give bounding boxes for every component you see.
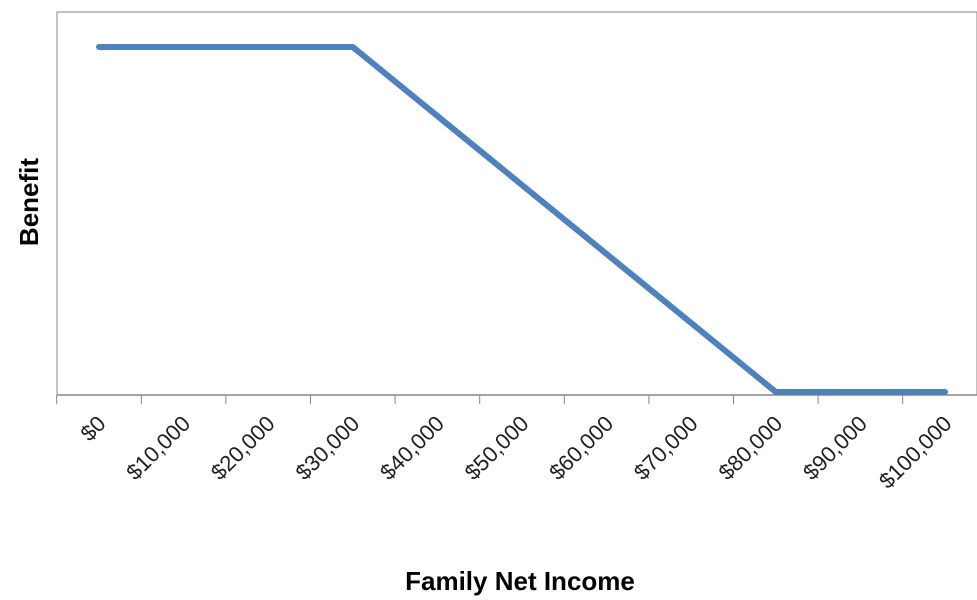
benefit-line — [96, 44, 948, 395]
x-tick-label: $0 — [76, 411, 111, 446]
x-axis-tick-labels: $0 $10,000 $20,000 $30,000 $40,000 $50,000 $60… — [76, 411, 957, 494]
y-axis-title: Benefit — [14, 158, 44, 246]
x-tick-label: $100,000 — [874, 411, 957, 494]
x-tick-label: $90,000 — [798, 411, 872, 485]
x-tick-label: $30,000 — [290, 411, 364, 485]
x-tick-label: $50,000 — [460, 411, 534, 485]
x-tick-label: $20,000 — [206, 411, 280, 485]
series-layer — [96, 44, 948, 395]
plot-frame — [56, 11, 977, 396]
x-tick-label: $80,000 — [713, 411, 787, 485]
x-tick-label: $70,000 — [629, 411, 703, 485]
x-tick-label: $10,000 — [121, 411, 195, 485]
plot-border — [56, 11, 977, 396]
x-axis-ticks — [56, 395, 904, 404]
x-tick-label: $60,000 — [544, 411, 618, 485]
x-axis-title: Family Net Income — [405, 566, 635, 596]
x-tick-label: $40,000 — [375, 411, 449, 485]
